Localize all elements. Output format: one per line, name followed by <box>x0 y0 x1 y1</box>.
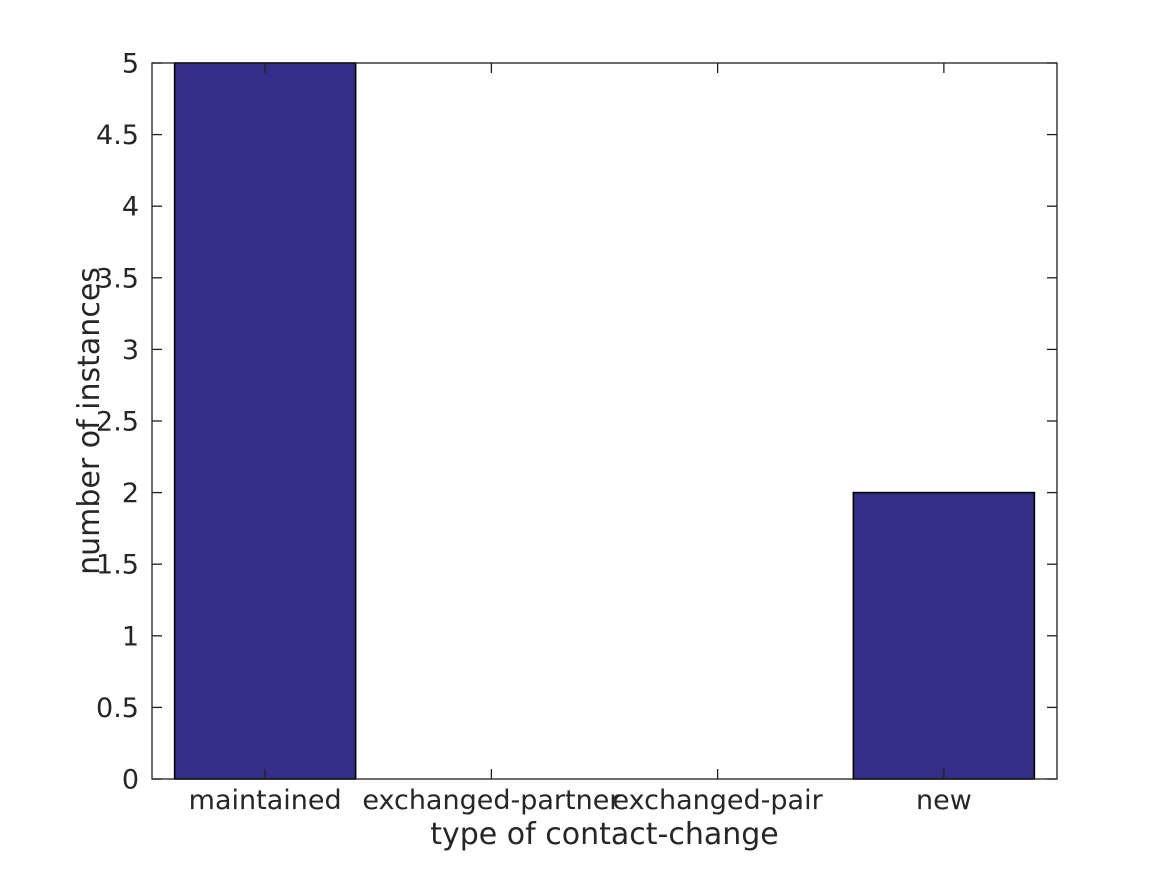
y-tick-label: 3.5 <box>96 263 139 294</box>
y-tick-label: 4 <box>122 192 139 223</box>
y-tick-label: 0 <box>122 765 139 796</box>
y-tick-label: 1.5 <box>96 550 139 581</box>
y-tick-label: 2 <box>122 478 139 509</box>
y-tick-label: 3 <box>122 335 139 366</box>
x-axis-label: type of contact-change <box>430 817 779 852</box>
y-tick-label: 0.5 <box>96 693 139 724</box>
y-tick-label: 5 <box>122 49 139 80</box>
x-tick-label: exchanged-pair <box>613 785 824 816</box>
y-tick-label: 1 <box>122 621 139 652</box>
bar-new <box>852 491 1036 780</box>
x-tick-label: exchanged-partner <box>362 785 621 816</box>
x-tick-label: maintained <box>189 785 342 816</box>
x-tick-label: new <box>916 785 972 816</box>
y-tick-label: 4.5 <box>96 120 139 151</box>
y-axis-label: number of instances <box>72 267 107 575</box>
bar-maintained <box>173 62 357 780</box>
y-tick-label: 2.5 <box>96 407 139 438</box>
